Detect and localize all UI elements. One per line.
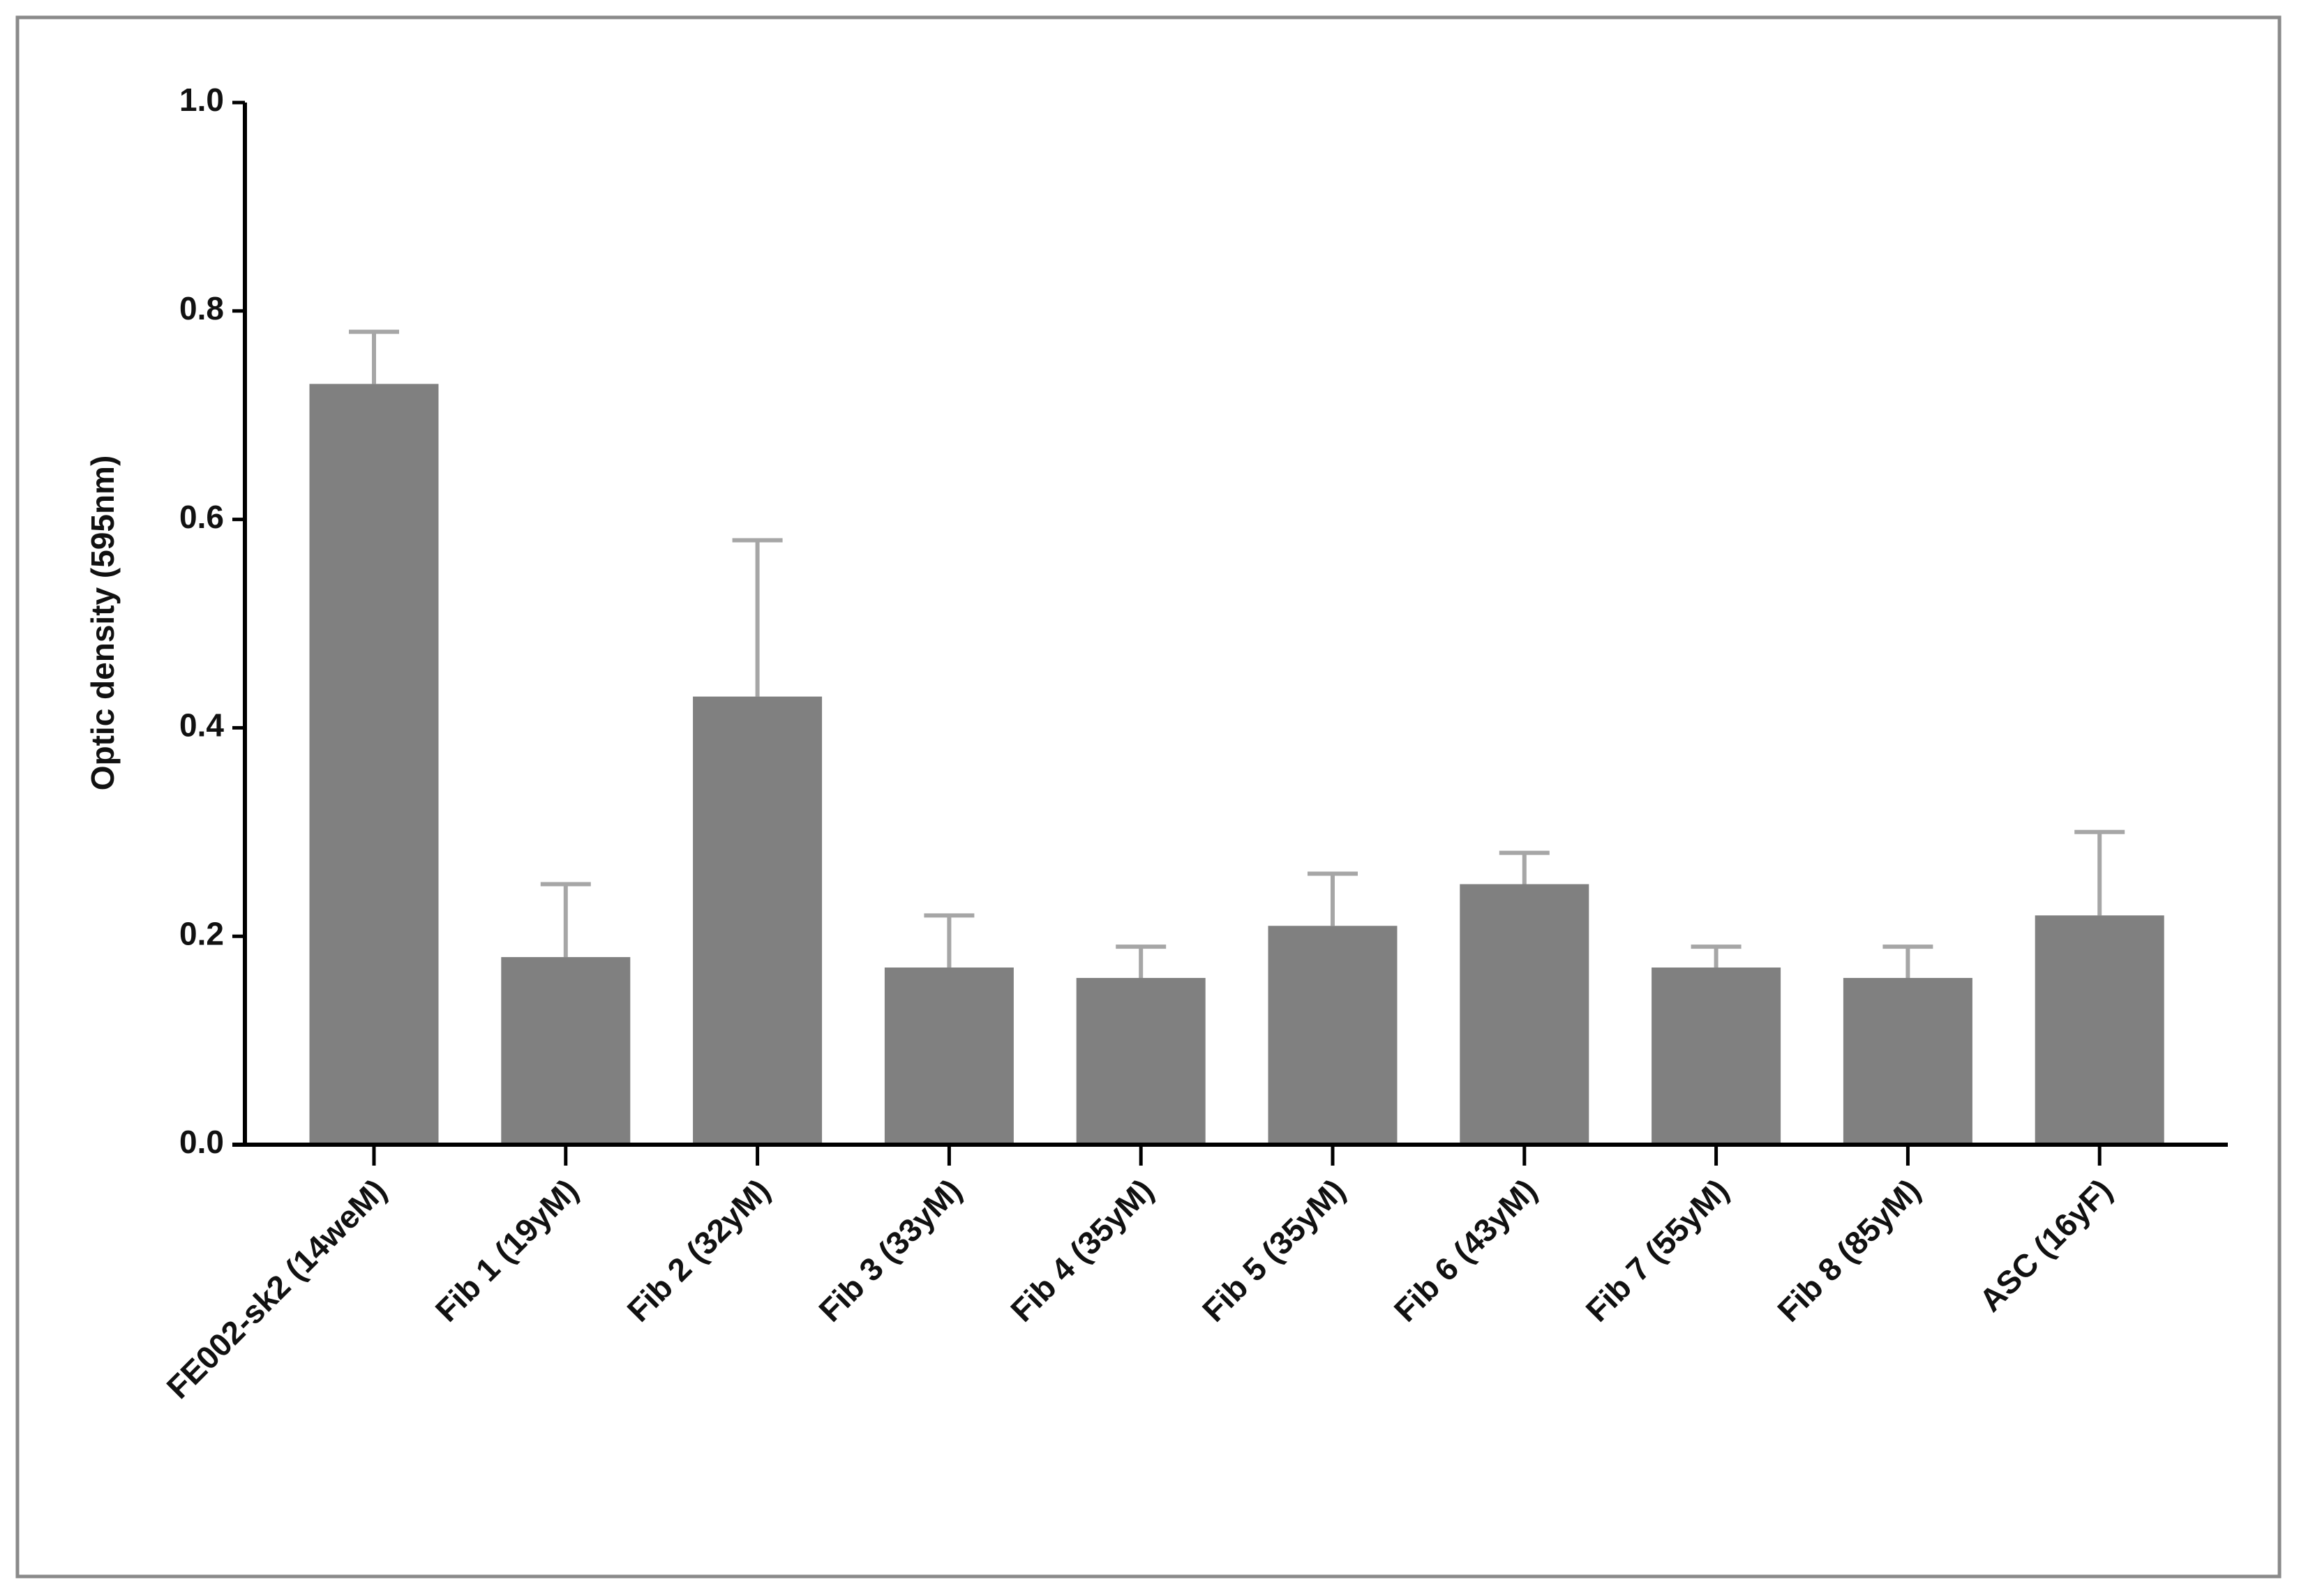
x-tick-label: Fib 4 (35yM)	[1003, 1172, 1160, 1329]
x-tick-label: Fib 1 (19yM)	[428, 1172, 585, 1329]
x-tick-label: Fib 6 (43yM)	[1387, 1172, 1544, 1329]
bar	[1460, 884, 1589, 1145]
bar	[501, 957, 631, 1145]
x-tick-label: Fib 8 (85yM)	[1770, 1172, 1927, 1329]
y-tick-label: 0.4	[179, 707, 224, 744]
y-axis-label: Optic density (595nm)	[84, 456, 121, 791]
y-tick-label: 0.8	[179, 290, 224, 326]
bar	[309, 384, 439, 1145]
x-tick-label: Fib 5 (35yM)	[1195, 1172, 1352, 1329]
x-tick-label: Fib 2 (32yM)	[620, 1172, 777, 1329]
x-tick-label: ASC (16yF)	[1972, 1172, 2119, 1318]
bar	[1076, 977, 1206, 1145]
y-tick-label: 0.2	[179, 915, 224, 951]
x-tick-label: FE002-sk2 (14weM)	[160, 1172, 394, 1406]
x-tick-label: Fib 7 (55yM)	[1579, 1172, 1736, 1329]
y-tick-label: 0.6	[179, 499, 224, 535]
bar	[884, 968, 1014, 1145]
bar	[1843, 977, 1972, 1145]
bar	[2035, 915, 2164, 1145]
bar	[1652, 968, 1781, 1145]
y-tick-label: 0.0	[179, 1124, 224, 1160]
x-tick-label: Fib 3 (33yM)	[811, 1172, 968, 1329]
bar	[693, 696, 823, 1145]
bar	[1268, 926, 1398, 1145]
y-tick-label: 1.0	[179, 82, 224, 118]
frame	[15, 15, 2282, 1579]
